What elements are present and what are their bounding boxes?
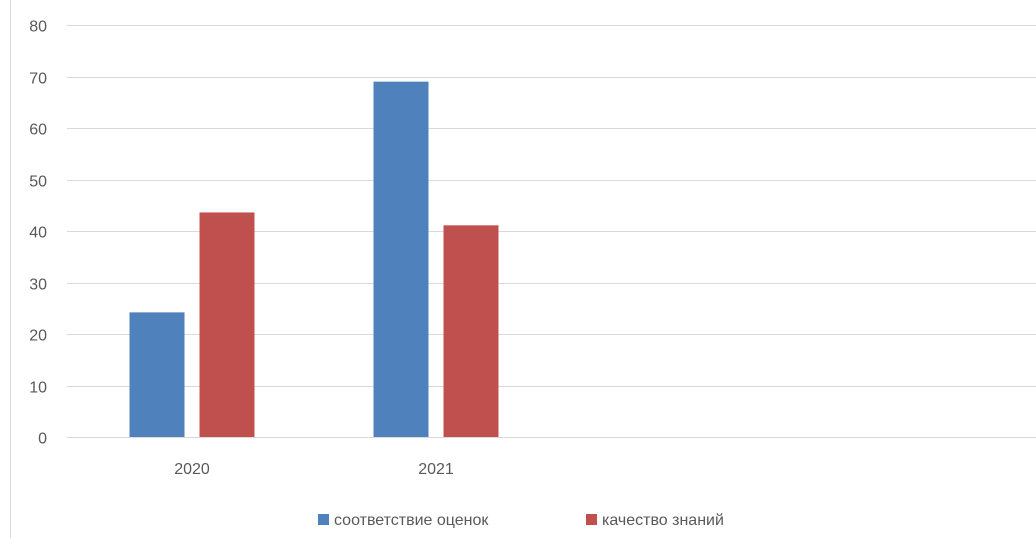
bar-kachestvo-2020 bbox=[199, 212, 255, 437]
legend: соответствие оценок качество знаний bbox=[318, 512, 724, 528]
y-tick-label: 80 bbox=[29, 19, 47, 36]
y-tick-label: 0 bbox=[38, 431, 47, 448]
x-tick-label: 2020 bbox=[174, 461, 210, 478]
legend-swatch bbox=[318, 514, 329, 525]
legend-swatch bbox=[586, 514, 597, 525]
legend-label: соответствие оценок bbox=[334, 512, 489, 528]
bar-kachestvo-2021 bbox=[443, 225, 499, 437]
x-tick-label: 2021 bbox=[418, 461, 454, 478]
y-tick-label: 60 bbox=[29, 122, 47, 139]
y-tick-label: 40 bbox=[29, 225, 47, 242]
y-tick-label: 70 bbox=[29, 71, 47, 88]
bar-sootvetstvie-2020 bbox=[129, 312, 185, 437]
y-tick-label: 30 bbox=[29, 277, 47, 294]
y-axis-labels: 0 10 20 30 40 50 60 70 80 bbox=[29, 19, 47, 448]
y-tick-label: 50 bbox=[29, 174, 47, 191]
x-axis-labels: 2020 2021 bbox=[174, 461, 454, 478]
legend-label: качество знаний bbox=[602, 512, 724, 528]
y-tick-label: 10 bbox=[29, 380, 47, 397]
bars bbox=[129, 81, 499, 438]
bar-sootvetstvie-2021 bbox=[373, 81, 429, 438]
chart-frame bbox=[10, 0, 1036, 538]
y-tick-label: 20 bbox=[29, 328, 47, 345]
